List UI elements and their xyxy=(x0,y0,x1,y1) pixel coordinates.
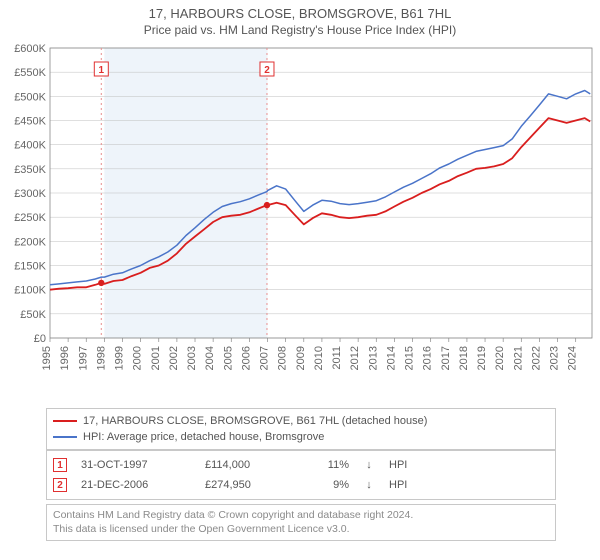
svg-text:£150K: £150K xyxy=(14,261,46,273)
svg-text:2001: 2001 xyxy=(150,346,162,370)
svg-text:£0: £0 xyxy=(34,333,46,345)
legend-label-2: HPI: Average price, detached house, Brom… xyxy=(83,431,324,443)
svg-text:2016: 2016 xyxy=(422,346,434,370)
figure-root: 17, HARBOURS CLOSE, BROMSGROVE, B61 7HL … xyxy=(0,0,600,560)
marker-row-2: 2 21-DEC-2006 £274,950 9% ↓ HPI xyxy=(53,475,549,495)
svg-text:2005: 2005 xyxy=(222,346,234,370)
svg-text:2011: 2011 xyxy=(331,346,343,370)
license-footer: Contains HM Land Registry data © Crown c… xyxy=(46,504,556,541)
svg-text:2009: 2009 xyxy=(295,346,307,370)
svg-text:2024: 2024 xyxy=(567,346,579,370)
svg-text:2015: 2015 xyxy=(404,346,416,370)
footer-line-1: Contains HM Land Registry data © Crown c… xyxy=(53,509,549,523)
chart-svg: £0 £50K £100K £150K £200K £250K £300K £350K £400… xyxy=(0,42,600,402)
svg-text:£300K: £300K xyxy=(14,188,46,200)
svg-text:2014: 2014 xyxy=(385,346,397,370)
down-arrow-icon: ↓ xyxy=(363,479,375,491)
svg-text:2020: 2020 xyxy=(494,346,506,370)
marker-table: 1 31-OCT-1997 £114,000 11% ↓ HPI 2 21-DE… xyxy=(46,450,556,500)
legend-box: 17, HARBOURS CLOSE, BROMSGROVE, B61 7HL … xyxy=(46,408,556,450)
svg-text:2018: 2018 xyxy=(458,346,470,370)
legend-swatch-1 xyxy=(53,420,77,422)
svg-text:2008: 2008 xyxy=(277,346,289,370)
svg-text:2: 2 xyxy=(264,65,270,76)
legend-row-series-2: HPI: Average price, detached house, Brom… xyxy=(53,429,549,445)
svg-text:2023: 2023 xyxy=(549,346,561,370)
legend-row-series-1: 17, HARBOURS CLOSE, BROMSGROVE, B61 7HL … xyxy=(53,413,549,429)
marker-2-pct: 9% xyxy=(309,479,349,491)
marker-badge-1: 1 xyxy=(53,458,67,472)
svg-text:2019: 2019 xyxy=(476,346,488,370)
svg-text:2003: 2003 xyxy=(186,346,198,370)
svg-text:2004: 2004 xyxy=(204,346,216,370)
svg-text:1: 1 xyxy=(99,65,105,76)
svg-text:£450K: £450K xyxy=(14,116,46,128)
svg-text:£550K: £550K xyxy=(14,67,46,79)
marker-row-1: 1 31-OCT-1997 £114,000 11% ↓ HPI xyxy=(53,455,549,475)
marker-2-price: £274,950 xyxy=(205,479,295,491)
svg-text:£250K: £250K xyxy=(14,212,46,224)
svg-text:£500K: £500K xyxy=(14,91,46,103)
svg-text:£400K: £400K xyxy=(14,140,46,152)
svg-text:£350K: £350K xyxy=(14,164,46,176)
marker-badge-2: 2 xyxy=(53,478,67,492)
svg-text:2021: 2021 xyxy=(512,346,524,370)
svg-text:1997: 1997 xyxy=(77,346,89,370)
down-arrow-icon: ↓ xyxy=(363,459,375,471)
svg-text:2017: 2017 xyxy=(440,346,452,370)
marker-1-date: 31-OCT-1997 xyxy=(81,459,191,471)
svg-text:1999: 1999 xyxy=(114,346,126,370)
marker-1-pct: 11% xyxy=(309,459,349,471)
svg-text:1995: 1995 xyxy=(41,346,53,370)
legend-swatch-2 xyxy=(53,436,77,438)
svg-text:£600K: £600K xyxy=(14,43,46,55)
marker-1-hpi: HPI xyxy=(389,459,419,471)
legend-label-1: 17, HARBOURS CLOSE, BROMSGROVE, B61 7HL … xyxy=(83,415,427,427)
svg-text:2010: 2010 xyxy=(313,346,325,370)
svg-text:2013: 2013 xyxy=(367,346,379,370)
chart-area: £0 £50K £100K £150K £200K £250K £300K £350K £400… xyxy=(0,42,600,402)
svg-text:2002: 2002 xyxy=(168,346,180,370)
svg-text:2007: 2007 xyxy=(259,346,271,370)
marker-2-date: 21-DEC-2006 xyxy=(81,479,191,491)
chart-title: 17, HARBOURS CLOSE, BROMSGROVE, B61 7HL xyxy=(0,0,600,21)
svg-text:£200K: £200K xyxy=(14,236,46,248)
chart-subtitle: Price paid vs. HM Land Registry's House … xyxy=(0,21,600,37)
svg-text:2000: 2000 xyxy=(132,346,144,370)
svg-text:1996: 1996 xyxy=(59,346,71,370)
svg-text:1998: 1998 xyxy=(95,346,107,370)
svg-text:2022: 2022 xyxy=(530,346,542,370)
marker-2-hpi: HPI xyxy=(389,479,419,491)
svg-text:£50K: £50K xyxy=(20,309,46,321)
marker-1-price: £114,000 xyxy=(205,459,295,471)
footer-line-2: This data is licensed under the Open Gov… xyxy=(53,523,549,537)
svg-text:2012: 2012 xyxy=(349,346,361,370)
svg-text:2006: 2006 xyxy=(240,346,252,370)
svg-text:£100K: £100K xyxy=(14,285,46,297)
